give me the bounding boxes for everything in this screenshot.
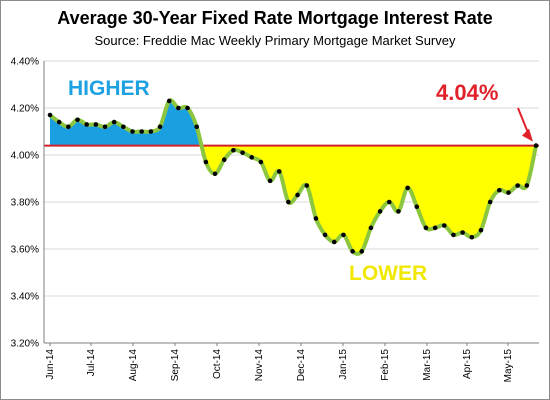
data-point (350, 249, 355, 254)
data-point (460, 230, 465, 235)
data-point (533, 143, 539, 148)
data-point (47, 112, 53, 118)
data-point (221, 157, 227, 162)
data-point (386, 199, 392, 205)
data-point (331, 239, 337, 245)
data-point (267, 178, 273, 184)
x-tick-label: Aug-14 (128, 349, 139, 382)
x-tick-label: Nov-14 (254, 349, 265, 382)
data-point (240, 150, 245, 155)
data-point (432, 225, 438, 231)
annotation-arrow-head (522, 128, 533, 142)
data-point (423, 225, 429, 231)
x-tick-label: Sep-14 (170, 349, 181, 382)
data-point (231, 148, 236, 153)
y-tick-label: 3.20% (11, 339, 39, 350)
data-point (102, 124, 108, 130)
y-tick-label: 3.40% (11, 292, 39, 303)
data-point (93, 122, 99, 127)
data-point (295, 192, 300, 198)
data-point (166, 98, 172, 104)
data-point (56, 119, 62, 125)
data-point (515, 183, 520, 188)
data-point (194, 124, 200, 130)
data-point (212, 171, 218, 177)
data-point (276, 169, 282, 174)
data-point (121, 124, 126, 130)
x-tick-label: Jan-15 (338, 349, 349, 380)
y-tick-label: 3.80% (11, 198, 39, 209)
x-tick-label: Oct-14 (212, 349, 223, 379)
data-point (377, 209, 383, 214)
y-tick-label: 4.40% (11, 57, 39, 68)
data-point (478, 227, 484, 233)
data-point (111, 119, 117, 125)
data-point (497, 187, 502, 193)
data-point (469, 234, 475, 240)
area-above-fill (50, 100, 536, 146)
data-point (157, 124, 163, 130)
data-point (286, 199, 291, 205)
data-point (176, 105, 181, 111)
data-point (139, 129, 144, 134)
data-point (203, 159, 209, 165)
data-point (396, 209, 401, 214)
annotation-lower: LOWER (349, 262, 427, 285)
data-point (524, 183, 530, 188)
x-tick-label: Feb-15 (380, 349, 391, 381)
y-tick-label: 4.20% (11, 104, 39, 115)
y-tick-label: 4.00% (11, 151, 39, 162)
x-tick-label: Jul-14 (86, 349, 97, 377)
data-point (249, 155, 255, 160)
chart-title: Average 30-Year Fixed Rate Mortgage Inte… (57, 8, 493, 28)
data-point (442, 223, 447, 228)
data-point (405, 185, 410, 191)
x-tick-label: Jun-14 (45, 349, 56, 380)
x-tick-label: Mar-15 (422, 349, 433, 381)
data-point (84, 122, 89, 127)
annotation-latest-value: 4.04% (436, 80, 498, 105)
data-point (451, 232, 456, 238)
data-point (359, 249, 365, 254)
data-point (313, 216, 319, 221)
data-point (148, 129, 154, 134)
x-tick-label: Dec-14 (296, 349, 307, 382)
data-point (368, 225, 374, 231)
data-point (506, 190, 511, 195)
data-point (341, 232, 346, 238)
data-point (75, 117, 80, 123)
data-point (322, 232, 328, 238)
annotation-higher: HIGHER (68, 77, 150, 100)
data-point (130, 129, 135, 134)
y-tick-label: 3.60% (11, 245, 39, 256)
area-below-fill (201, 145, 536, 254)
data-point (487, 199, 493, 205)
data-point (304, 183, 310, 188)
data-point (258, 159, 264, 165)
data-point (66, 124, 71, 130)
x-tick-label: May-15 (503, 349, 514, 383)
chart-subtitle: Source: Freddie Mac Weekly Primary Mortg… (94, 33, 456, 48)
x-tick-label: Apr-15 (462, 349, 473, 379)
data-point (414, 204, 420, 209)
data-point (185, 105, 190, 111)
